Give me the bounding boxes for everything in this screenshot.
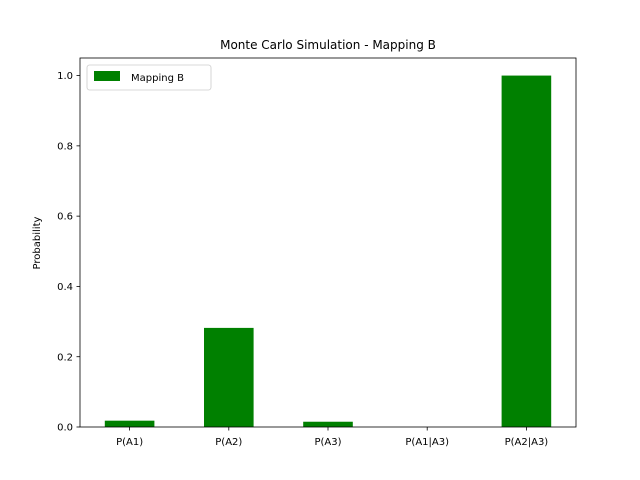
- x-tick-label-0: P(A1): [116, 437, 143, 448]
- y-tick-label-2: 0.4: [57, 282, 73, 293]
- bar-2: [303, 421, 353, 427]
- y-tick-label-3: 0.6: [57, 212, 73, 223]
- y-tick-label-0: 0.0: [57, 423, 73, 434]
- x-tick-label-4: P(A2|A3): [505, 437, 549, 448]
- bars-layer: [104, 75, 552, 428]
- legend: Mapping B: [86, 64, 212, 91]
- x-tick-label-1: P(A2): [215, 437, 242, 448]
- y-axis-label: Probability: [32, 216, 43, 269]
- x-tick-label-2: P(A3): [314, 437, 341, 448]
- bar-4: [501, 75, 552, 428]
- y-tick-label-5: 1.0: [57, 71, 73, 82]
- y-tick-label-4: 0.8: [57, 141, 73, 152]
- axes-layer: 0.0 0.2 0.4 0.6 0.8 1.0 P(A1) P(A2) P(A3) P(A1|A3…: [57, 57, 577, 448]
- x-tick-label-3: P(A1|A3): [405, 437, 449, 448]
- bar-1: [204, 327, 254, 427]
- y-tick-label-1: 0.2: [57, 352, 73, 363]
- chart-title: Monte Carlo Simulation - Mapping B: [220, 38, 436, 52]
- bar-0: [104, 420, 155, 427]
- legend-swatch-0: [94, 71, 120, 81]
- legend-label-0: Mapping B: [131, 73, 184, 84]
